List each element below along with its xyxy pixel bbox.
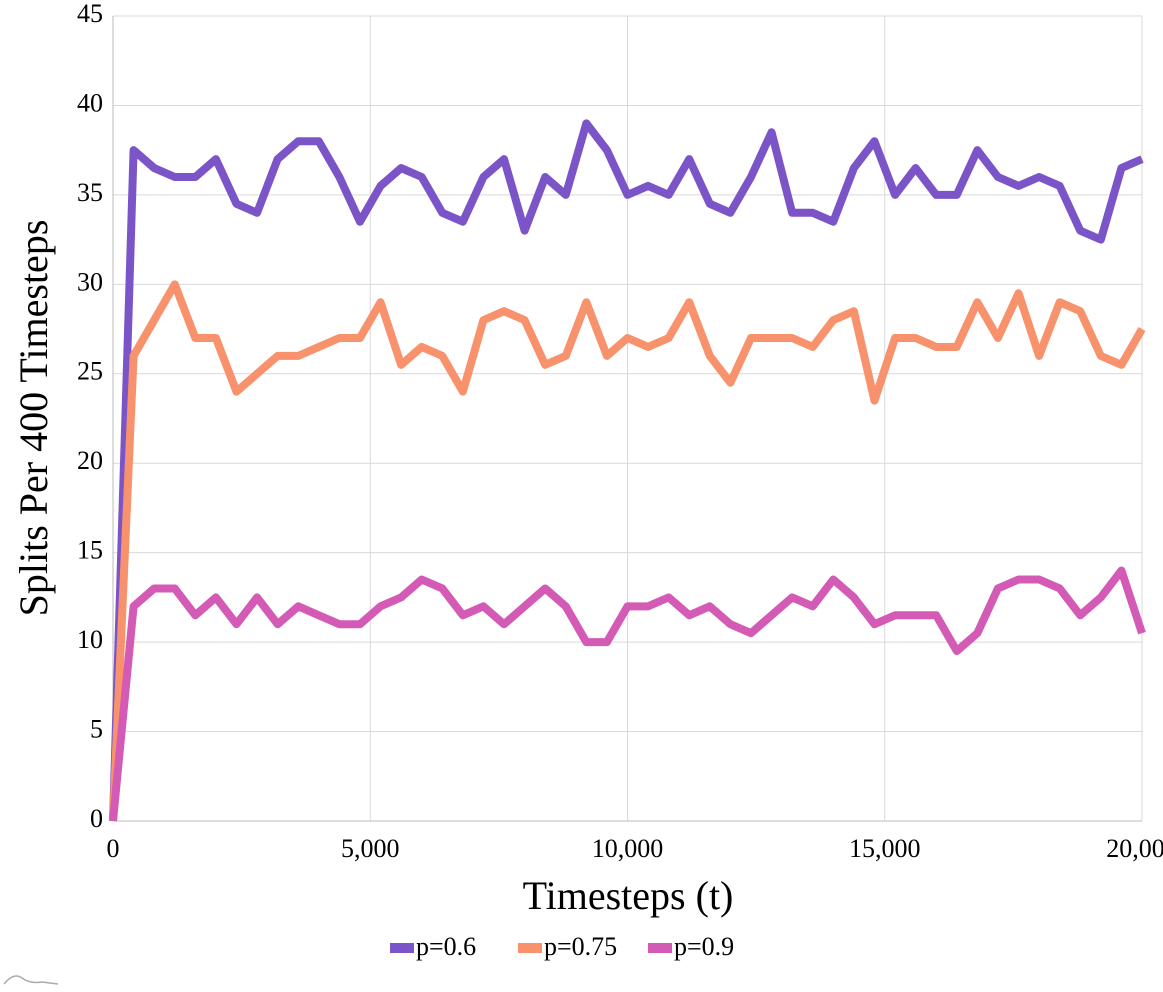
y-tick-label: 40 [77,88,103,117]
legend-label: p=0.75 [544,932,617,961]
legend-swatch [648,943,672,953]
y-axis-title: Splits Per 400 Timesteps [11,220,56,617]
x-axis-title: Timesteps (t) [523,873,734,918]
y-tick-label: 45 [77,0,103,28]
x-tick-label: 0 [107,834,120,863]
x-tick-label: 5,000 [341,834,400,863]
logo [3,975,59,985]
y-tick-label: 0 [90,804,103,833]
series-line [109,280,1146,822]
x-tick-label: 20,000 [1106,834,1163,863]
legend-label: p=0.6 [416,932,476,961]
legend-swatch [390,943,414,953]
y-tick-label: 5 [90,715,103,744]
x-tick-label: 15,000 [849,834,921,863]
legend-swatch [518,943,542,953]
y-tick-label: 30 [77,267,103,296]
y-tick-label: 15 [77,536,103,565]
y-tick-label: 10 [77,625,103,654]
series-line [109,566,1146,822]
series-line [109,119,1144,822]
y-tick-label: 20 [77,446,103,475]
legend-label: p=0.9 [674,932,734,961]
x-tick-label: 10,000 [592,834,664,863]
y-tick-label: 25 [77,357,103,386]
y-tick-label: 35 [77,178,103,207]
